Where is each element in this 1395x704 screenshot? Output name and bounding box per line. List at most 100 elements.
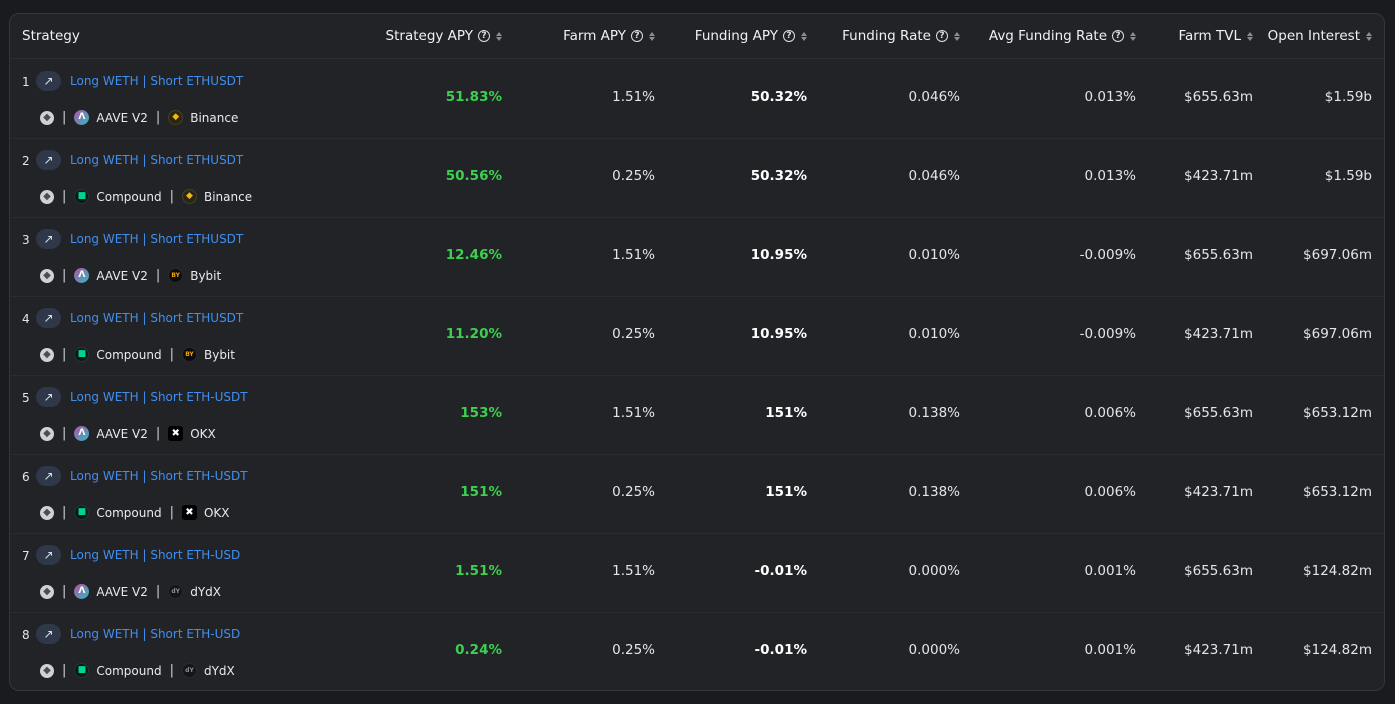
okx-icon: ✖ [168, 426, 184, 441]
column-header-open-interest[interactable]: Open Interest [1260, 14, 1372, 58]
table-row[interactable]: 5 ↗ Long WETH | Short ETH-USDT ◆ | Λ AAV… [10, 375, 1384, 455]
divider: | [62, 110, 67, 125]
funding-apy-value: 10.95% [750, 247, 807, 263]
column-header-label: Strategy APY [385, 28, 473, 44]
strategy-link[interactable]: Long WETH | Short ETHUSDT [70, 153, 244, 167]
exchange-name: Bybit [203, 347, 235, 362]
protocol-name: AAVE V2 [96, 584, 148, 599]
avg-funding-rate-value: -0.009% [1079, 326, 1136, 342]
table-row[interactable]: 2 ↗ Long WETH | Short ETHUSDT ◆ | ■ Comp… [10, 138, 1384, 218]
funding-apy-value: 151% [765, 484, 807, 500]
protocol-name: AAVE V2 [96, 110, 148, 125]
exchange-name: Bybit [190, 268, 222, 283]
help-icon[interactable]: ? [1112, 30, 1124, 42]
open-strategy-arrow-icon[interactable]: ↗ [36, 466, 61, 486]
open-strategy-arrow-icon[interactable]: ↗ [36, 229, 61, 249]
funding-rate-value: 0.000% [908, 642, 960, 658]
strategy-link[interactable]: Long WETH | Short ETH-USDT [70, 390, 248, 404]
exchange-name: OKX [203, 505, 230, 520]
aave-icon: Λ [74, 584, 90, 599]
column-header-label: Funding APY [694, 28, 778, 44]
protocol-line: ◆ | Λ AAVE V2 | BY Bybit [40, 268, 221, 283]
farm-tvl-value: $655.63m [1184, 89, 1253, 105]
open-strategy-arrow-icon[interactable]: ↗ [36, 150, 61, 170]
funding-apy-value: -0.01% [754, 563, 807, 579]
okx-icon: ✖ [181, 505, 197, 520]
open-strategy-arrow-icon[interactable]: ↗ [36, 71, 61, 91]
funding-rate-value: 0.000% [908, 563, 960, 579]
avg-funding-rate-value: -0.009% [1079, 247, 1136, 263]
column-header-label: Strategy [22, 28, 80, 44]
sort-icon[interactable] [1247, 31, 1253, 41]
open-strategy-arrow-icon[interactable]: ↗ [36, 308, 61, 328]
strategy-link[interactable]: Long WETH | Short ETHUSDT [70, 232, 244, 246]
protocol-line: ◆ | Λ AAVE V2 | ◆ Binance [40, 110, 238, 125]
farm-tvl-value: $655.63m [1184, 247, 1253, 263]
open-strategy-arrow-icon[interactable]: ↗ [36, 624, 61, 644]
sort-icon[interactable] [1366, 31, 1372, 41]
strategy-link[interactable]: Long WETH | Short ETH-USD [70, 627, 241, 641]
help-icon[interactable]: ? [478, 30, 490, 42]
dydx-icon: dY [181, 663, 197, 678]
divider: | [169, 347, 174, 362]
avg-funding-rate-value: 0.006% [1084, 405, 1136, 421]
avg-funding-rate-value: 0.006% [1084, 484, 1136, 500]
strategy-link[interactable]: Long WETH | Short ETH-USD [70, 548, 241, 562]
ethereum-icon: ◆ [40, 110, 54, 125]
column-header-farm-tvl[interactable]: Farm TVL [1150, 14, 1253, 58]
column-header-strategy-apy[interactable]: Strategy APY ? [350, 14, 502, 58]
divider: | [169, 189, 174, 204]
sort-icon[interactable] [801, 31, 807, 41]
farm-tvl-value: $423.71m [1184, 326, 1253, 342]
divider: | [155, 110, 161, 125]
farm-tvl-value: $423.71m [1184, 484, 1253, 500]
table-row[interactable]: 3 ↗ Long WETH | Short ETHUSDT ◆ | Λ AAVE… [10, 217, 1384, 297]
column-header-label: Farm APY [563, 28, 626, 44]
open-interest-value: $1.59b [1324, 168, 1372, 184]
farm-apy-value: 0.25% [612, 484, 655, 500]
strategy-link[interactable]: Long WETH | Short ETHUSDT [70, 311, 244, 325]
sort-icon[interactable] [1130, 31, 1136, 41]
column-header-strategy: Strategy [22, 14, 222, 58]
row-index: 1 [22, 75, 30, 89]
protocol-line: ◆ | Λ AAVE V2 | dY dYdX [40, 584, 221, 599]
column-header-label: Avg Funding Rate [988, 28, 1107, 44]
protocol-line: ◆ | ■ Compound | BY Bybit [40, 347, 235, 362]
table-row[interactable]: 6 ↗ Long WETH | Short ETH-USDT ◆ | ■ Com… [10, 454, 1384, 534]
help-icon[interactable]: ? [936, 30, 948, 42]
open-interest-value: $653.12m [1303, 405, 1372, 421]
column-header-funding-rate[interactable]: Funding Rate ? [810, 14, 960, 58]
table-row[interactable]: 8 ↗ Long WETH | Short ETH-USD ◆ | ■ Comp… [10, 612, 1384, 690]
farm-apy-value: 1.51% [612, 563, 655, 579]
column-header-funding-apy[interactable]: Funding APY ? [660, 14, 807, 58]
ethereum-icon: ◆ [40, 268, 54, 283]
divider: | [155, 584, 161, 599]
column-header-farm-apy[interactable]: Farm APY ? [510, 14, 655, 58]
sort-icon[interactable] [954, 31, 960, 41]
divider: | [62, 426, 67, 441]
open-interest-value: $697.06m [1303, 247, 1372, 263]
strategy-link[interactable]: Long WETH | Short ETHUSDT [70, 74, 244, 88]
help-icon[interactable]: ? [783, 30, 795, 42]
farm-apy-value: 1.51% [612, 405, 655, 421]
funding-rate-value: 0.046% [908, 89, 960, 105]
column-header-avg-funding-rate[interactable]: Avg Funding Rate ? [970, 14, 1136, 58]
aave-icon: Λ [74, 110, 90, 125]
open-interest-value: $124.82m [1303, 642, 1372, 658]
table-row[interactable]: 1 ↗ Long WETH | Short ETHUSDT ◆ | Λ AAVE… [10, 59, 1384, 139]
farm-tvl-value: $655.63m [1184, 563, 1253, 579]
open-strategy-arrow-icon[interactable]: ↗ [36, 545, 61, 565]
ethereum-icon: ◆ [40, 663, 54, 678]
strategy-apy-value: 50.56% [445, 168, 502, 184]
sort-icon[interactable] [496, 31, 502, 41]
aave-icon: Λ [74, 426, 90, 441]
funding-rate-value: 0.010% [908, 247, 960, 263]
strategy-link[interactable]: Long WETH | Short ETH-USDT [70, 469, 248, 483]
sort-icon[interactable] [649, 31, 655, 41]
table-row[interactable]: 4 ↗ Long WETH | Short ETHUSDT ◆ | ■ Comp… [10, 296, 1384, 376]
ethereum-icon: ◆ [40, 347, 54, 362]
open-strategy-arrow-icon[interactable]: ↗ [36, 387, 61, 407]
help-icon[interactable]: ? [631, 30, 643, 42]
table-row[interactable]: 7 ↗ Long WETH | Short ETH-USD ◆ | Λ AAVE… [10, 533, 1384, 613]
divider: | [169, 505, 174, 520]
